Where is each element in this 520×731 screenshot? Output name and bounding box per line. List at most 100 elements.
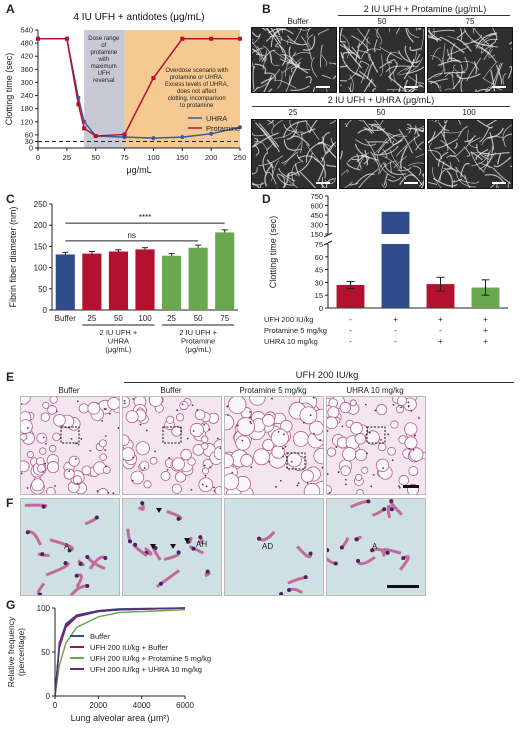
- fibrin-fiber: [383, 173, 389, 186]
- cell-nucleus: [40, 552, 45, 557]
- nucleus: [410, 409, 413, 412]
- nucleus: [145, 429, 148, 432]
- chart-c-category-label: 50: [194, 314, 203, 323]
- chart-a-x-tick-label: 25: [63, 153, 71, 162]
- nucleus: [372, 473, 375, 476]
- cell-nucleus: [257, 536, 262, 541]
- fibrin-fiber: [430, 78, 448, 85]
- fibrin-fiber: [271, 120, 275, 127]
- fibrin-fiber: [332, 75, 336, 80]
- nucleus: [249, 411, 252, 413]
- fibrin-fiber: [439, 161, 445, 182]
- fibrin-fiber: [274, 121, 299, 139]
- alveolus: [262, 439, 275, 452]
- chart-a-point-protamine: [209, 36, 214, 41]
- alveolus: [398, 475, 410, 486]
- nucleus: [227, 414, 229, 416]
- cell-nucleus: [103, 556, 108, 561]
- alveolus: [135, 441, 150, 456]
- fibrin-fiber: [269, 53, 280, 66]
- fibrin-fiber: [302, 36, 316, 51]
- chart-d-bar-lower: [381, 244, 410, 308]
- fibrin-fiber: [366, 61, 375, 80]
- fibrin-fiber: [261, 49, 276, 62]
- chart-d-y-tick-label: 45: [315, 266, 323, 275]
- fibrin-fiber: [293, 51, 311, 57]
- chart-c-category-label: 100: [138, 314, 152, 323]
- fibrin-fiber: [322, 74, 332, 79]
- chart-g-series-line: [54, 607, 186, 697]
- chart-g-series-line: [54, 607, 186, 697]
- scale-bar: [404, 86, 418, 88]
- nucleus: [96, 490, 99, 492]
- nucleus: [21, 403, 22, 405]
- nucleus: [108, 412, 111, 415]
- fibrin-fiber: [495, 64, 503, 85]
- fibrin-fiber: [386, 51, 393, 64]
- fibrin-fiber: [421, 127, 424, 133]
- fibrin-fiber: [407, 125, 424, 130]
- fibrin-fiber: [340, 169, 349, 176]
- nucleus: [284, 445, 287, 448]
- fibrin-fiber: [293, 28, 303, 44]
- chart-g-y-tick-label: 50: [41, 648, 50, 657]
- nucleus: [249, 420, 252, 423]
- alveolar-septum: [69, 584, 88, 595]
- fibrin-fiber: [260, 127, 280, 153]
- nucleus: [382, 467, 384, 469]
- fibrin-fiber: [340, 80, 347, 82]
- alveolus: [286, 452, 302, 468]
- chart-c-bar: [162, 255, 182, 310]
- chart-a-point-uhra: [209, 131, 214, 136]
- chart-g-x-tick-label: 2000: [89, 701, 107, 710]
- chart-a-point-protamine: [151, 76, 156, 81]
- fibrin-fiber: [283, 139, 301, 151]
- nucleus: [55, 410, 58, 413]
- histology-e-ufh-buffer: [122, 396, 222, 495]
- nucleus: [282, 455, 284, 458]
- fibrin-fiber: [410, 74, 418, 92]
- chart-g-x-tick-label: 6000: [176, 701, 194, 710]
- fibrin-fiber: [431, 47, 441, 60]
- fibrin-fiber: [264, 163, 273, 187]
- alveolus: [327, 416, 339, 430]
- chart-a-point-protamine: [64, 36, 69, 41]
- chart-g-y-tick-label: 0: [46, 692, 51, 701]
- cell-nucleus: [38, 592, 43, 595]
- cell-nucleus: [140, 501, 145, 506]
- chart-a-point-protamine: [82, 126, 87, 131]
- fibrin-fiber: [496, 183, 498, 188]
- fibrin-fiber: [267, 88, 273, 92]
- fibrin-fiber: [357, 28, 371, 45]
- chart-a-point-protamine: [93, 133, 98, 138]
- nucleus: [74, 458, 77, 460]
- fibrin-fiber: [300, 128, 316, 136]
- fibrin-fiber: [291, 161, 301, 185]
- fibrin-fiber: [466, 57, 482, 81]
- chart-a-x-tick-label: 150: [176, 153, 189, 162]
- zoom-box: [162, 426, 182, 444]
- fibrin-fiber: [460, 28, 463, 41]
- fibrin-fiber: [349, 74, 354, 92]
- cell-nucleus: [303, 575, 308, 580]
- fibrin-fiber: [260, 181, 263, 188]
- fibrin-fiber: [457, 126, 468, 138]
- alveolus: [49, 397, 58, 404]
- chart-d-row-mark: -: [349, 315, 352, 324]
- nucleus: [417, 417, 420, 420]
- fibrin-fiber: [490, 69, 496, 92]
- chart-g-series-line: [54, 609, 186, 697]
- nucleus: [123, 399, 126, 402]
- alveolus: [81, 465, 92, 476]
- fibrin-fiber: [263, 75, 273, 92]
- alveolus: [228, 397, 247, 414]
- fibrin-fiber: [311, 56, 318, 78]
- e-header-rule: [124, 382, 514, 383]
- fibrin-fiber: [340, 51, 361, 77]
- fibrin-fiber: [444, 73, 454, 78]
- chart-d-row-mark: -: [394, 337, 397, 346]
- alveolus: [201, 467, 210, 475]
- fibrin-fiber: [371, 123, 379, 130]
- fibrin-fiber: [271, 162, 274, 176]
- fibrin-fiber: [373, 123, 398, 142]
